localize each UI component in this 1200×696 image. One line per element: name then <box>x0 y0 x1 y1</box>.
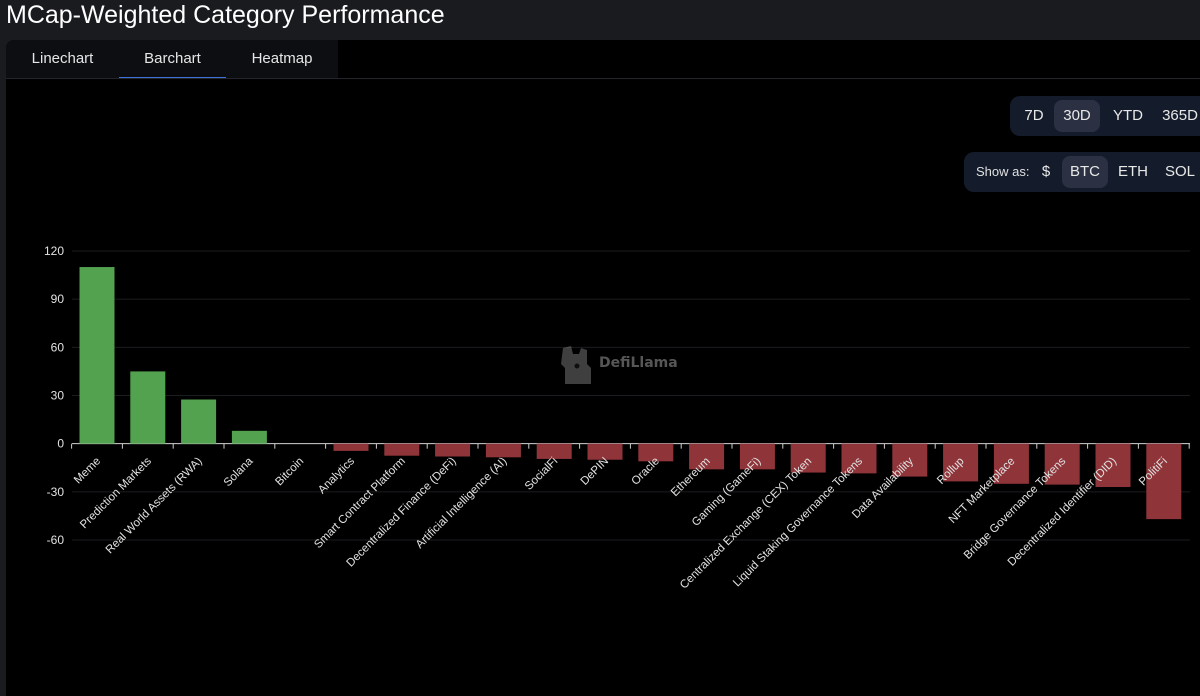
bar <box>1044 443 1080 485</box>
y-tick-label: 0 <box>57 437 64 451</box>
unit-sol-button[interactable]: SOL <box>1164 163 1195 180</box>
page-title: MCap-Weighted Category Performance <box>6 1 445 29</box>
bar <box>993 443 1029 484</box>
bar <box>130 371 166 444</box>
bar <box>739 443 775 470</box>
watermark-text: DefiLlama <box>599 355 678 371</box>
category-label: Solana <box>222 455 256 489</box>
bar <box>333 443 369 451</box>
chart-card: Linechart Barchart Heatmap 120 90 60 30 0 -30… <box>6 40 1200 696</box>
period-selector: 7D 30D YTD 365D <box>1010 96 1200 136</box>
bar <box>79 267 115 444</box>
bar <box>638 443 674 462</box>
bar <box>485 443 521 458</box>
bar <box>1095 443 1131 488</box>
category-label: Artificial Intelligence (AI) <box>414 455 510 551</box>
bar <box>943 443 979 482</box>
bar <box>536 443 572 459</box>
unit-btc-button[interactable]: BTC <box>1062 156 1108 188</box>
y-tick-label: 60 <box>51 340 65 354</box>
category-label: Bitcoin <box>273 455 306 488</box>
denomination-selector: Show as: $ BTC ETH SOL <box>964 152 1200 192</box>
tab-bar-background <box>6 40 338 78</box>
unit-usd-button[interactable]: $ <box>1041 163 1051 180</box>
bar <box>231 430 267 444</box>
bar <box>435 443 471 457</box>
y-tick-label: 90 <box>51 292 65 306</box>
period-365d-button[interactable]: 365D <box>1162 107 1198 124</box>
period-ytd-button[interactable]: YTD <box>1113 107 1143 124</box>
y-tick-label: -30 <box>47 485 65 499</box>
y-tick-label: -60 <box>47 533 65 547</box>
bar <box>1146 443 1182 520</box>
bar <box>689 443 725 470</box>
show-as-label: Show as: <box>976 164 1030 179</box>
category-label: Decentralized Finance (DeFi) <box>344 455 458 569</box>
bar <box>892 443 928 477</box>
category-label: DePIN <box>579 455 611 487</box>
period-30d-button[interactable]: 30D <box>1054 100 1100 132</box>
bar <box>790 443 826 473</box>
tab-barchart[interactable]: Barchart <box>119 40 226 78</box>
category-label: SocialFi <box>523 455 560 492</box>
bar <box>841 443 877 474</box>
category-label: Analytics <box>316 455 357 496</box>
category-label: Meme <box>72 455 103 486</box>
view-tabs: Linechart Barchart Heatmap <box>6 40 1200 79</box>
y-tick-label: 30 <box>51 389 65 403</box>
category-label: Real World Assets (RWA) <box>104 455 205 556</box>
tab-heatmap[interactable]: Heatmap <box>251 50 313 67</box>
unit-eth-button[interactable]: ETH <box>1118 163 1148 180</box>
category-label: Smart Contract Platform <box>312 455 408 551</box>
y-tick-label: 120 <box>44 244 64 258</box>
tab-linechart[interactable]: Linechart <box>31 50 94 67</box>
bar <box>181 399 217 444</box>
defillama-watermark: DefiLlama <box>557 344 687 388</box>
llama-logo-icon <box>561 346 591 384</box>
period-7d-button[interactable]: 7D <box>1024 107 1044 124</box>
bar <box>587 443 623 460</box>
bar <box>384 443 420 456</box>
